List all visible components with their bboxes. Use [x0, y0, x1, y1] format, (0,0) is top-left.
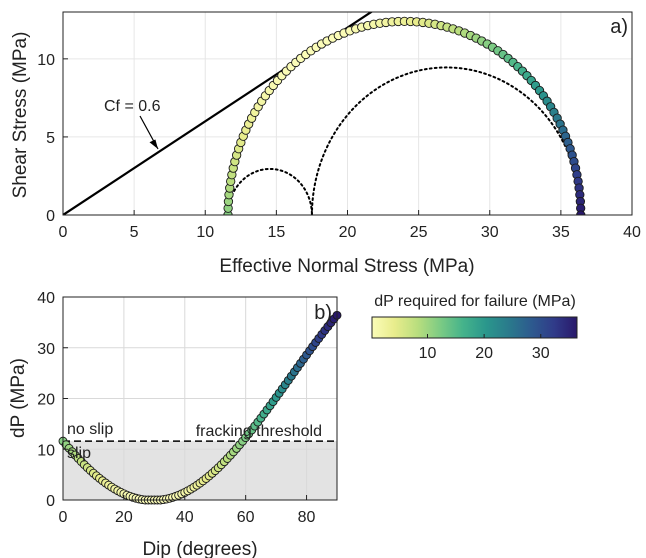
- panel-b-x-label: Dip (degrees): [142, 539, 257, 558]
- y-tick-label: 10: [37, 442, 55, 459]
- x-tick-label: 60: [237, 509, 255, 526]
- panel-a-x-ticks: 0 5 10 15 20 25 30 35 40: [59, 210, 641, 241]
- panel-a-y-label: Shear Stress (MPa): [10, 32, 31, 199]
- cf-arrow-head: [149, 139, 158, 149]
- dotted-mohr-circle: [310, 66, 582, 215]
- panel-b-y-ticks: 0 10 20 30 40: [37, 290, 68, 510]
- x-tick-label: 30: [481, 224, 499, 241]
- mohr-circle-markers: [223, 16, 586, 215]
- panel-a-label: a): [610, 16, 628, 38]
- y-tick-label: 0: [46, 493, 55, 510]
- colorbar-tick-label: 30: [532, 345, 550, 362]
- slip-zone: [63, 441, 337, 500]
- colorbar-ticks: 10 20 30: [419, 334, 550, 362]
- panel-a-x-label: Effective Normal Stress (MPa): [219, 256, 474, 277]
- y-tick-label: 5: [46, 130, 55, 147]
- colorbar-gradient: [371, 316, 578, 339]
- x-tick-label: 5: [130, 224, 139, 241]
- mohr-marker: [576, 210, 586, 215]
- y-tick-label: 0: [46, 208, 55, 225]
- x-tick-label: 35: [552, 224, 570, 241]
- x-tick-label: 10: [196, 224, 214, 241]
- colorbar-title: dP required for failure (MPa): [374, 293, 576, 310]
- x-tick-label: 15: [267, 224, 285, 241]
- x-tick-label: 80: [298, 509, 316, 526]
- fracking-threshold-label: fracking threshold: [196, 423, 322, 440]
- x-tick-label: 20: [339, 224, 357, 241]
- colorbar-tick-label: 10: [419, 345, 437, 362]
- y-tick-label: 20: [37, 392, 55, 409]
- cf-annotation: Cf = 0.6: [104, 98, 161, 115]
- panel-b-x-ticks: 0 20 40 60 80: [59, 495, 316, 526]
- dotted-mohr-circle: [227, 167, 313, 215]
- x-tick-label: 0: [59, 509, 68, 526]
- x-tick-label: 0: [59, 224, 68, 241]
- dotted-mohr-circles: [227, 66, 582, 215]
- x-tick-label: 20: [115, 509, 133, 526]
- panel-b: 0 20 40 60 80 0 10 20 30 40 Dip (degrees) dP (MP…: [8, 290, 342, 558]
- y-tick-label: 40: [37, 290, 55, 307]
- no-slip-label: no slip: [67, 421, 113, 438]
- panel-b-y-label: dP (MPa): [8, 358, 29, 438]
- panel-a-y-ticks: 0 5 10: [37, 52, 68, 225]
- panel-b-label: b): [314, 302, 332, 324]
- x-tick-label: 40: [176, 509, 194, 526]
- y-tick-label: 10: [37, 52, 55, 69]
- panel-a: 0 5 10 15 20 25 30 35 40 0 5 10 Effective Normal S…: [10, 11, 641, 277]
- x-tick-label: 25: [410, 224, 428, 241]
- slip-label: slip: [67, 445, 91, 462]
- colorbar: dP required for failure (MPa) 10 20 30: [371, 293, 578, 362]
- x-tick-label: 40: [623, 224, 641, 241]
- colorbar-tick-label: 20: [475, 345, 493, 362]
- y-tick-label: 30: [37, 341, 55, 358]
